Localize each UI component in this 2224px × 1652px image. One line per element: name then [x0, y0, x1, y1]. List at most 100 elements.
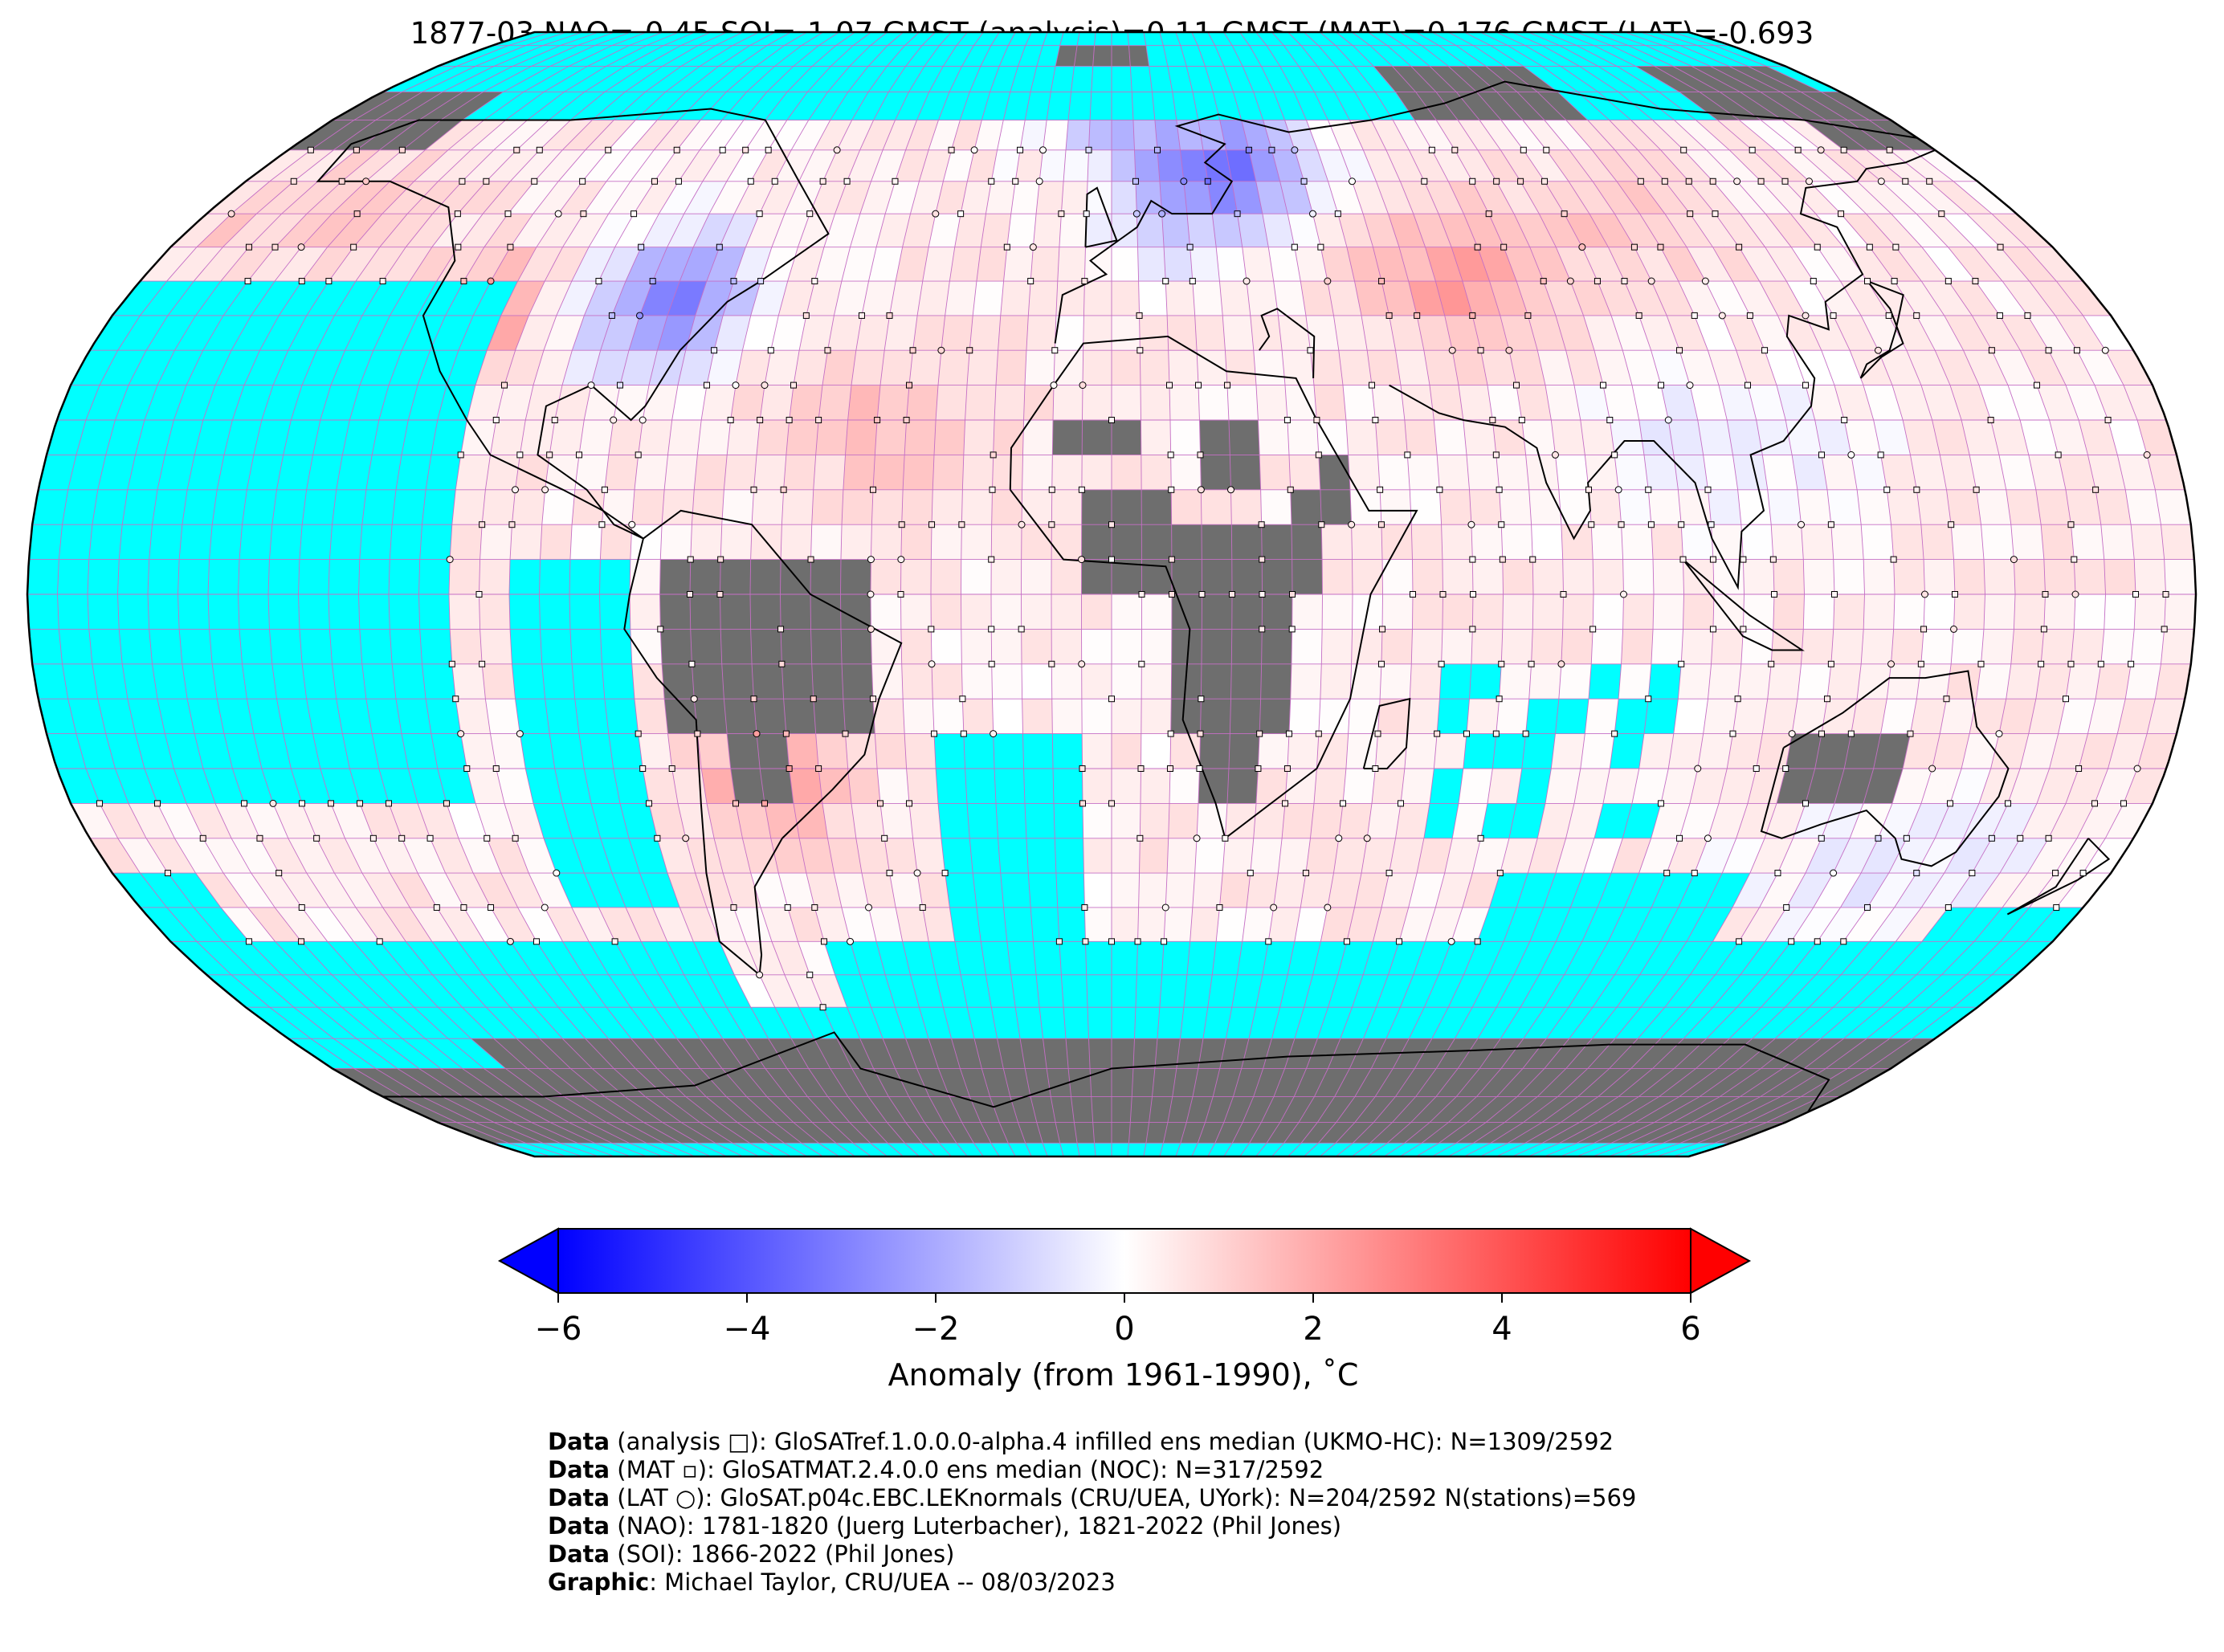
anomaly-cell — [757, 420, 790, 455]
anomaly-cell — [1499, 489, 1532, 525]
anomaly-cell — [223, 873, 275, 908]
anomaly-cell — [248, 214, 307, 247]
anomaly-cell — [1066, 120, 1091, 150]
anomaly-cell — [1593, 594, 1624, 630]
anomaly-cell — [1282, 803, 1314, 838]
analysis-marker — [1436, 486, 1443, 493]
anomaly-cell — [1081, 629, 1112, 664]
analysis-marker — [931, 730, 938, 737]
anomaly-cell — [279, 873, 329, 908]
anomaly-cell — [880, 803, 913, 838]
missing-land-cell — [1720, 1068, 1783, 1097]
anomaly-cell — [1737, 663, 1772, 700]
missing-land-cell — [888, 1096, 925, 1123]
anomaly-cell — [1138, 281, 1168, 316]
missing-land-cell — [745, 1038, 787, 1069]
anomaly-cell — [1759, 873, 1806, 908]
anomaly-cell — [1894, 281, 1944, 316]
missing-land-cell — [746, 1096, 794, 1123]
anomaly-cell — [1273, 281, 1306, 316]
anomaly-cell — [410, 247, 459, 282]
anomaly-cell — [2079, 733, 2118, 769]
anomaly-cell — [1749, 315, 1793, 351]
analysis-marker — [1195, 381, 1202, 389]
anomaly-cell — [1036, 181, 1064, 214]
anomaly-cell — [909, 803, 941, 838]
anomaly-cell — [402, 838, 446, 874]
missing-land-cell — [1834, 769, 1874, 804]
anomaly-cell — [1651, 281, 1695, 316]
anomaly-cell — [875, 733, 907, 769]
anomaly-cell — [1140, 803, 1169, 838]
analysis-marker — [2034, 381, 2040, 389]
missing-land-cell — [1231, 559, 1263, 594]
missing-land-cell — [1847, 120, 1913, 150]
analysis-marker — [1082, 938, 1089, 945]
anomaly-cell — [961, 181, 992, 214]
anomaly-cell — [1537, 803, 1574, 838]
anomaly-cell — [1736, 181, 1791, 214]
anomaly-cell — [1983, 559, 2015, 594]
anomaly-cell — [460, 733, 496, 769]
missing-land-cell — [1611, 1122, 1673, 1144]
anomaly-cell — [1271, 149, 1304, 182]
anomaly-cell — [1417, 838, 1453, 874]
analysis-marker — [241, 800, 247, 807]
anomaly-cell — [2020, 803, 2066, 838]
missing-land-cell — [402, 1096, 475, 1123]
anomaly-cell — [1452, 350, 1487, 385]
robinson-map — [26, 31, 2197, 1158]
anomaly-cell — [1216, 247, 1247, 282]
analysis-marker — [1973, 486, 1980, 493]
missing-land-cell — [1777, 769, 1815, 804]
anomaly-cell — [2055, 838, 2106, 874]
lat-station-marker — [553, 869, 561, 877]
missing-land-cell — [781, 663, 814, 700]
missing-land-cell — [692, 663, 724, 700]
anomaly-cell — [1381, 873, 1418, 908]
anomaly-cell — [361, 873, 410, 908]
anomaly-cell — [815, 733, 848, 769]
anomaly-cell — [1022, 663, 1052, 700]
anomaly-cell — [1537, 350, 1574, 385]
anomaly-cell — [2029, 281, 2083, 316]
anomaly-cell — [379, 214, 433, 247]
anomaly-cell — [967, 149, 998, 182]
anomaly-cell — [895, 149, 929, 182]
anomaly-cell — [1395, 350, 1430, 385]
anomaly-cell — [1407, 699, 1440, 734]
analysis-marker — [484, 834, 491, 842]
missing-land-cell — [1663, 1122, 1729, 1144]
anomaly-cell — [695, 281, 734, 316]
lat-station-marker — [541, 904, 549, 912]
missing-land-cell — [505, 1068, 565, 1097]
missing-land-cell — [718, 1122, 767, 1144]
anomaly-cell — [1304, 181, 1338, 214]
anomaly-cell — [1991, 214, 2053, 247]
analysis-marker — [2092, 486, 2100, 493]
anomaly-cell — [643, 385, 678, 420]
missing-land-cell — [694, 699, 728, 734]
anomaly-cell — [1583, 838, 1623, 874]
anomaly-cell — [667, 420, 702, 455]
anomaly-cell — [1395, 803, 1430, 838]
anomaly-cell — [1539, 214, 1582, 247]
missing-land-cell — [1561, 1096, 1619, 1123]
missing-land-cell — [1353, 1122, 1393, 1144]
missing-land-cell — [1261, 524, 1292, 560]
analysis-marker — [479, 521, 486, 528]
analysis-marker — [533, 938, 540, 945]
anomaly-cell — [490, 733, 526, 769]
anomaly-cell — [269, 149, 334, 182]
analysis-marker — [1890, 556, 1897, 563]
anomaly-cell — [1921, 873, 1973, 908]
anomaly-cell — [307, 181, 366, 214]
anomaly-cell — [1990, 420, 2029, 455]
anomaly-cell — [1589, 489, 1622, 525]
anomaly-cell — [1603, 385, 1639, 420]
missing-land-cell — [1766, 1096, 1842, 1123]
anomaly-cell — [1231, 181, 1263, 214]
anomaly-cell — [1030, 247, 1059, 282]
anomaly-cell — [827, 838, 862, 874]
anomaly-cell — [462, 149, 517, 182]
